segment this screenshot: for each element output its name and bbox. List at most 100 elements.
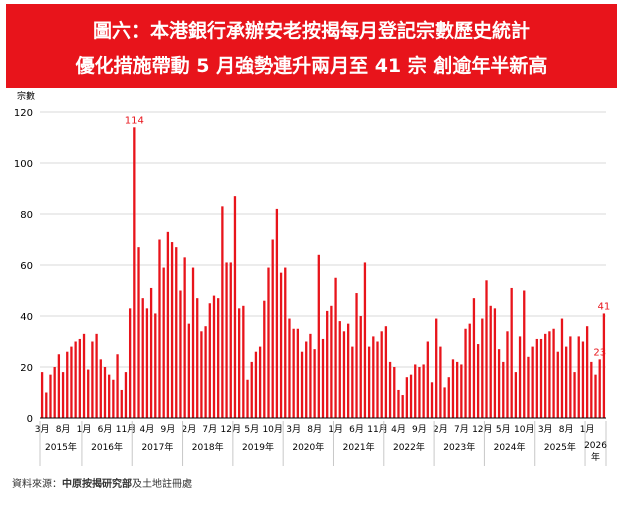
bar bbox=[53, 367, 56, 418]
bar bbox=[229, 262, 232, 418]
bar bbox=[196, 298, 199, 418]
bar bbox=[309, 333, 312, 418]
bar bbox=[183, 257, 186, 418]
bar bbox=[78, 338, 81, 418]
bar bbox=[154, 313, 157, 418]
bar bbox=[133, 127, 136, 419]
bar bbox=[514, 372, 518, 418]
data-label: 41 bbox=[598, 301, 611, 312]
bar bbox=[472, 298, 476, 418]
bar bbox=[99, 359, 102, 418]
bar bbox=[279, 272, 283, 418]
bar bbox=[40, 372, 44, 418]
year-label: 2020年 bbox=[292, 441, 324, 453]
bar bbox=[317, 254, 320, 418]
y-axis-label: 宗數 bbox=[17, 90, 35, 102]
x-tick-label: 2月 bbox=[433, 424, 448, 435]
bar bbox=[87, 369, 90, 418]
bar bbox=[124, 372, 128, 418]
bar bbox=[326, 310, 329, 418]
bar bbox=[493, 308, 497, 418]
year-label: 2025年 bbox=[544, 441, 576, 453]
bar bbox=[476, 344, 480, 418]
bar bbox=[170, 242, 174, 418]
x-tick-label: 7月 bbox=[454, 424, 469, 435]
year-label: 2015年 bbox=[45, 441, 77, 453]
source-note: 資料來源：中原按揭研究部及土地註冊處 bbox=[12, 475, 192, 490]
bar bbox=[137, 247, 140, 418]
bar bbox=[112, 379, 115, 418]
bar bbox=[539, 338, 543, 418]
bar bbox=[359, 316, 362, 418]
bar bbox=[217, 298, 220, 418]
bar bbox=[305, 341, 308, 418]
bar bbox=[200, 331, 203, 418]
y-tick-label: 80 bbox=[20, 210, 33, 221]
bar bbox=[485, 280, 488, 418]
x-tick-label: 7月 bbox=[202, 424, 217, 435]
x-tick-label: 12月 bbox=[221, 424, 241, 435]
bar bbox=[422, 364, 425, 418]
bar bbox=[577, 336, 580, 418]
x-tick-label: 8月 bbox=[56, 424, 71, 435]
bar bbox=[435, 318, 438, 418]
bar bbox=[380, 331, 383, 418]
bar bbox=[397, 389, 400, 418]
bar bbox=[120, 389, 123, 418]
bar bbox=[271, 239, 274, 418]
bar bbox=[590, 361, 593, 418]
bar bbox=[527, 356, 530, 418]
bar bbox=[355, 293, 358, 418]
bar bbox=[254, 351, 258, 418]
bar bbox=[598, 359, 601, 418]
year-label: 2016年 bbox=[91, 441, 123, 453]
bar bbox=[267, 267, 270, 418]
year-label: 年 bbox=[591, 451, 600, 463]
x-tick-label: 3月 bbox=[286, 424, 301, 435]
bar bbox=[552, 328, 555, 418]
year-label: 2024年 bbox=[494, 441, 526, 453]
bar bbox=[246, 379, 249, 418]
bar bbox=[565, 346, 568, 418]
bar bbox=[351, 346, 354, 418]
data-label: 23 bbox=[593, 347, 606, 358]
bar bbox=[439, 346, 442, 418]
bar bbox=[313, 349, 316, 418]
bar bbox=[451, 359, 455, 418]
bar bbox=[418, 367, 421, 418]
bar bbox=[502, 361, 505, 418]
x-tick-label: 11月 bbox=[367, 424, 387, 435]
bar bbox=[175, 247, 178, 418]
year-label: 2023年 bbox=[443, 441, 475, 453]
bar bbox=[481, 318, 484, 418]
grid-lines bbox=[40, 111, 606, 368]
bar bbox=[460, 364, 463, 418]
title-line-2: 優化措施帶動 5 月強勢連升兩月至 41 宗 創逾年半新高 bbox=[75, 55, 548, 77]
bar bbox=[292, 328, 295, 418]
bar bbox=[506, 331, 509, 418]
bar bbox=[531, 346, 534, 418]
x-tick-label: 3月 bbox=[35, 424, 50, 435]
year-label: 2019年 bbox=[242, 441, 274, 453]
year-label: 2017年 bbox=[141, 441, 173, 453]
bar bbox=[45, 392, 48, 418]
bar bbox=[91, 341, 94, 418]
bar bbox=[82, 333, 86, 418]
bar bbox=[321, 338, 325, 418]
bar bbox=[393, 367, 396, 418]
bar bbox=[300, 351, 304, 418]
x-tick-label: 9月 bbox=[161, 424, 176, 435]
bar bbox=[544, 333, 547, 418]
bar bbox=[372, 336, 375, 418]
title-banner: 圖六：本港銀行承辦安老按揭每月登記宗數歷史統計 優化措施帶動 5 月強勢連升兩月… bbox=[6, 4, 617, 88]
bar bbox=[464, 328, 467, 418]
bar bbox=[581, 341, 585, 418]
x-tick-label: 10月 bbox=[262, 424, 282, 435]
x-tick-label: 2月 bbox=[181, 424, 196, 435]
x-tick-label: 1月 bbox=[580, 424, 595, 435]
x-tick-label: 6月 bbox=[98, 424, 113, 435]
bar bbox=[258, 346, 262, 418]
y-tick-label: 100 bbox=[14, 159, 33, 170]
